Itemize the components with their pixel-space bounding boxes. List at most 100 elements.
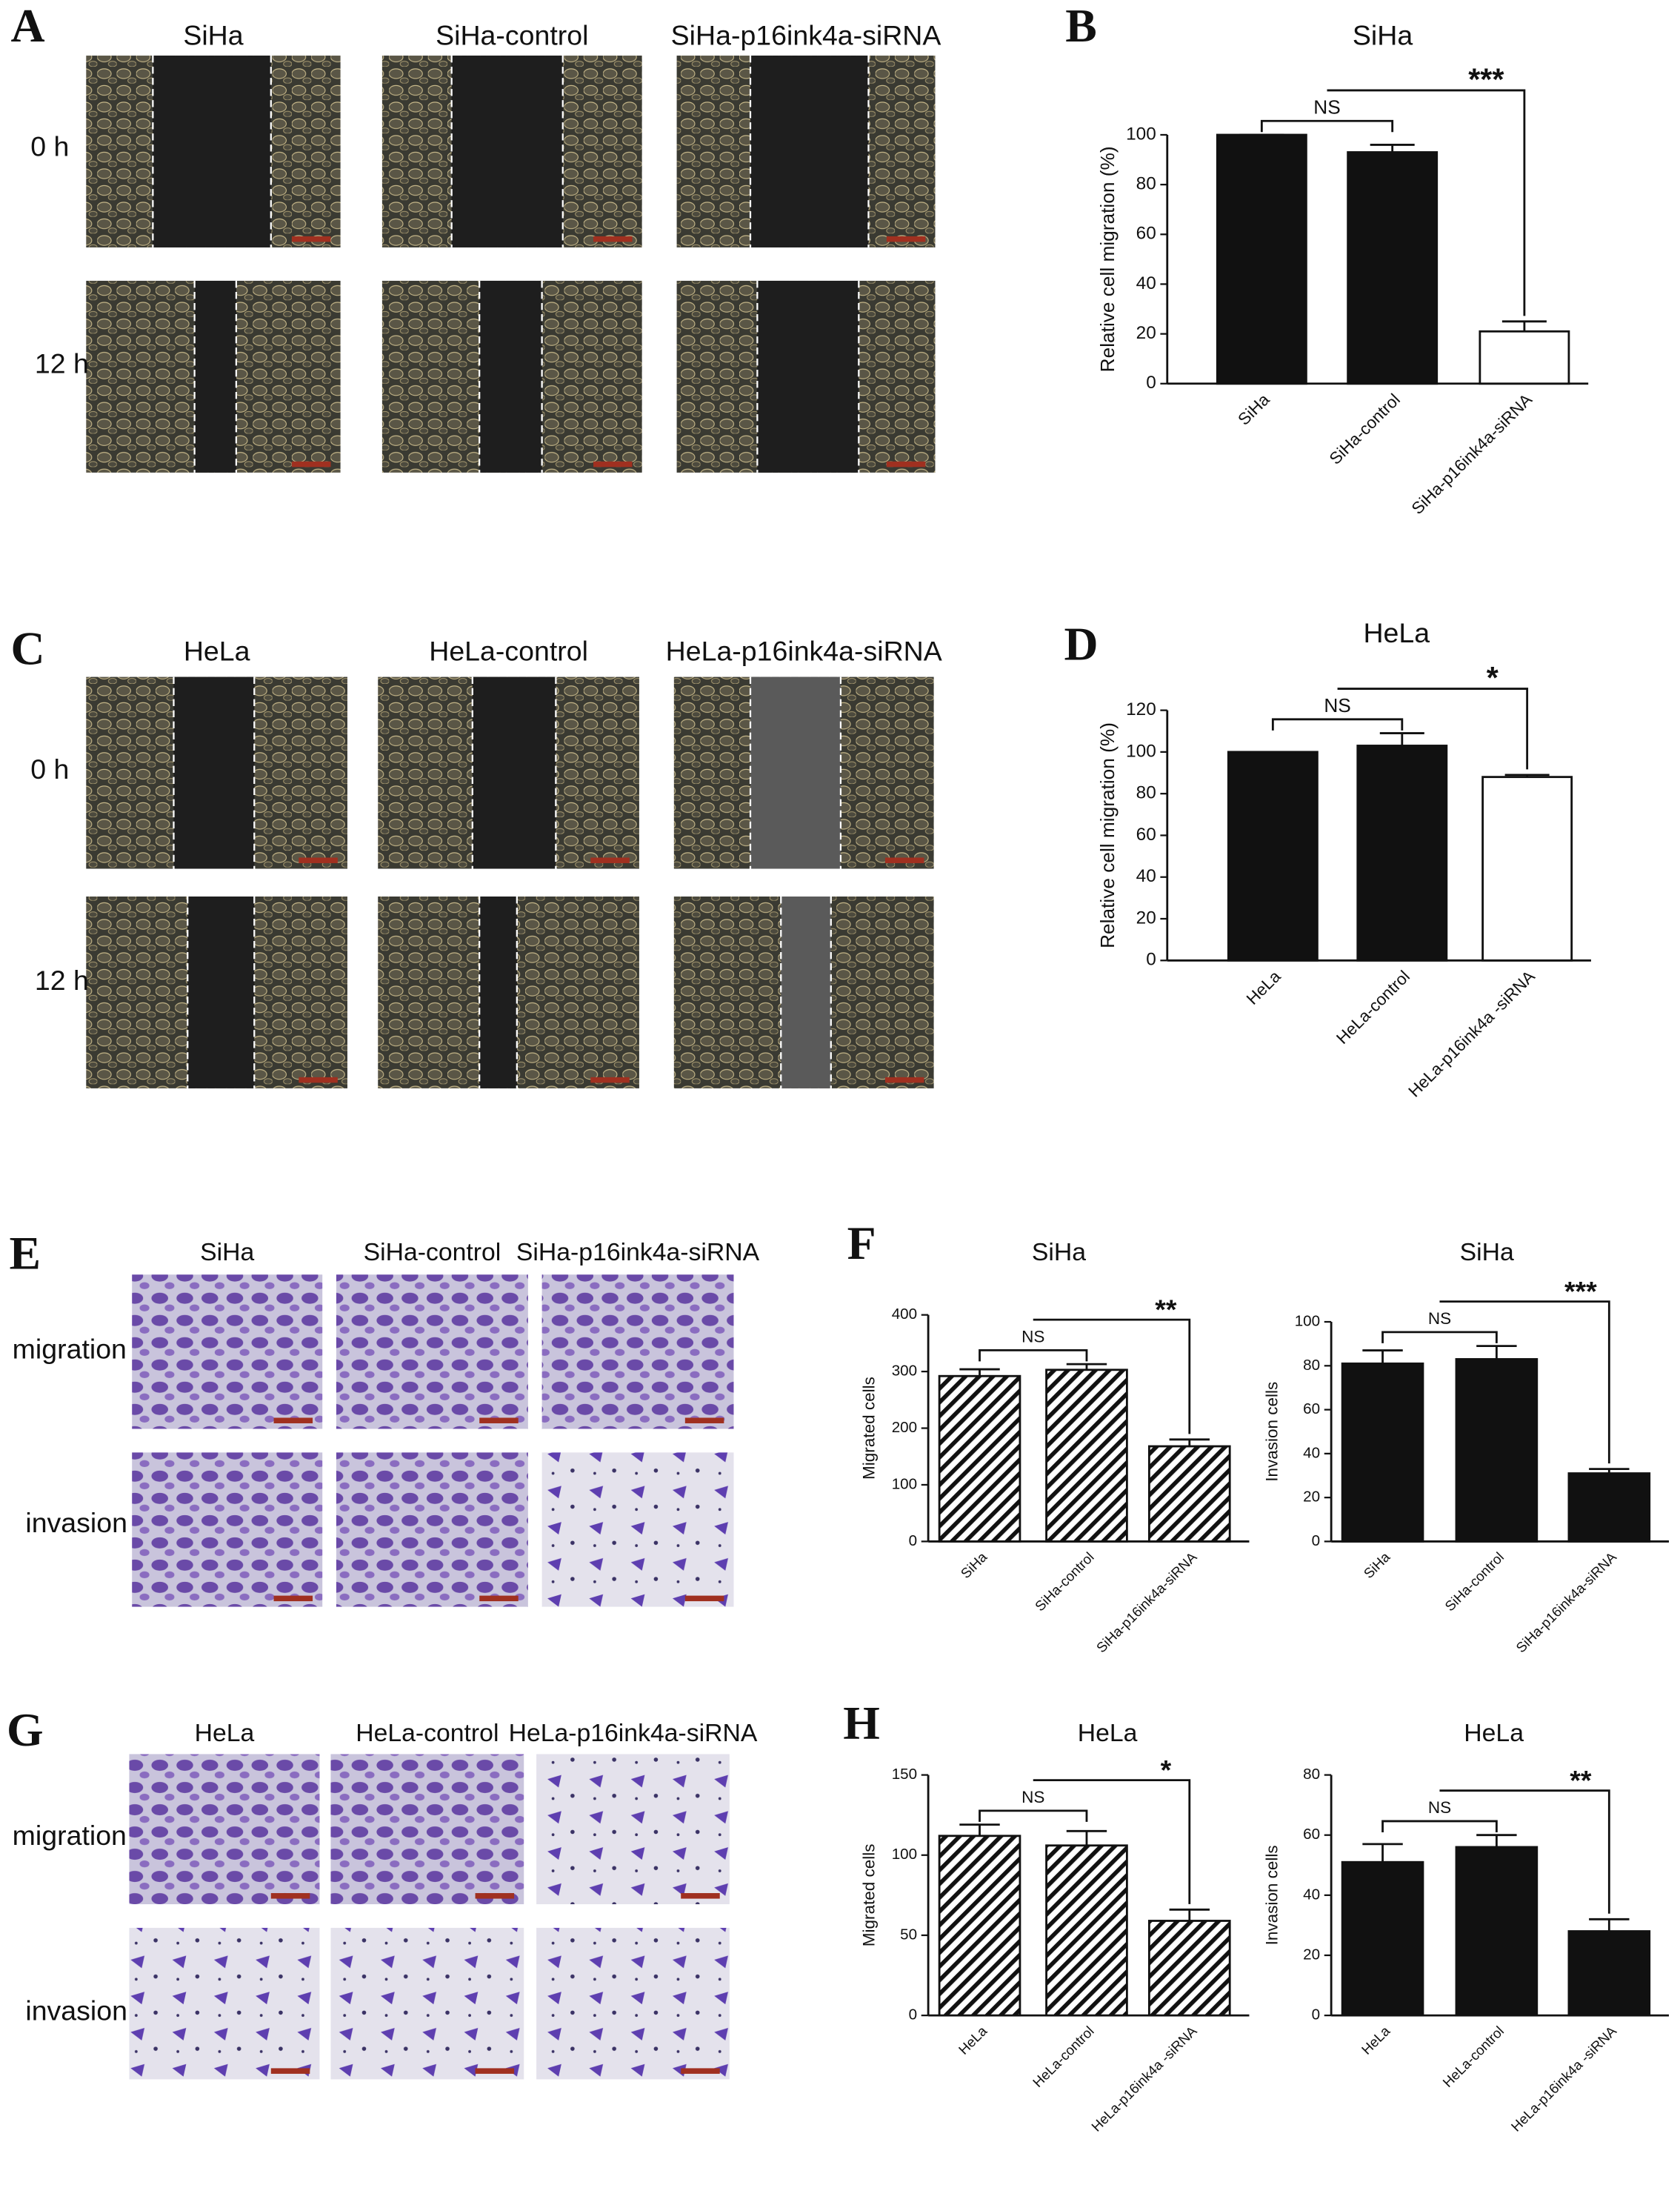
significance-label: *** — [1564, 1275, 1597, 1306]
y-tick-label: 50 — [900, 1926, 917, 1943]
bar — [1567, 1472, 1651, 1543]
micrograph — [132, 1452, 323, 1607]
scale-bar — [684, 1417, 724, 1423]
row-label: 12 h — [35, 965, 89, 996]
bracket — [1033, 1318, 1191, 1434]
wound-gap — [451, 56, 563, 247]
bar — [1216, 133, 1307, 385]
scale-bar — [886, 236, 926, 242]
bracket — [1327, 89, 1526, 316]
scale-bar — [681, 1893, 720, 1899]
y-tick-label: 80 — [1303, 1357, 1320, 1374]
y-tick-label: 100 — [1126, 741, 1156, 761]
significance-label: ** — [1155, 1294, 1177, 1325]
error-bar — [959, 1823, 1000, 1836]
bar — [1455, 1846, 1539, 2017]
scale-bar — [270, 1893, 310, 1899]
scale-bar — [299, 1077, 338, 1083]
wound-gap — [479, 280, 542, 473]
bar — [1045, 1844, 1128, 2017]
x-tick-label: HeLa-control — [1439, 2023, 1507, 2090]
y-tick-label: 0 — [909, 2006, 917, 2023]
y-tick-label: 100 — [892, 1475, 917, 1492]
column-header: SiHa-p16ink4a-siRNA — [516, 1238, 760, 1266]
y-tick-label: 0 — [909, 1532, 917, 1549]
chart-title: HeLa — [1464, 1719, 1524, 1747]
x-tick-label: SiHa-control — [1441, 1549, 1507, 1614]
bracket — [1033, 1779, 1191, 1904]
y-tick-label: 60 — [1303, 1400, 1320, 1417]
y-tick-label: 60 — [1303, 1826, 1320, 1843]
x-tick-label: SiHa-p16ink4a-siRNA — [1408, 390, 1536, 518]
bar — [938, 1374, 1021, 1543]
error-bar — [1066, 1829, 1107, 1846]
wound-gap — [472, 676, 556, 869]
column-header: HeLa-p16ink4a-siRNA — [666, 636, 942, 667]
y-axis-label: Invasion cells — [1262, 1382, 1281, 1482]
y-tick-label: 0 — [1146, 373, 1156, 393]
chart-title: HeLa — [1363, 617, 1430, 648]
error-bar — [1362, 1843, 1403, 1863]
error-bar — [1501, 320, 1547, 332]
column-header: SiHa — [183, 20, 243, 51]
error-bar — [1589, 1918, 1630, 1932]
significance-label: NS — [1324, 694, 1350, 716]
wound-gap — [781, 896, 831, 1088]
x-tick-label: SiHa-control — [1032, 1549, 1097, 1614]
scale-bar — [475, 1893, 515, 1899]
y-tick-label: 20 — [1303, 1489, 1320, 1506]
row-label: 0 h — [30, 754, 69, 785]
column-header: HeLa-control — [356, 1719, 499, 1747]
x-tick-label: HeLa-control — [1030, 2023, 1097, 2090]
x-tick-label: SiHa — [958, 1549, 990, 1581]
bar — [1147, 1920, 1231, 2017]
error-bar — [1476, 1345, 1517, 1360]
bracket — [979, 1809, 1088, 1822]
y-tick-label: 40 — [1136, 273, 1156, 293]
x-tick-label: HeLa — [1359, 2023, 1393, 2058]
error-bar — [1370, 144, 1415, 153]
panel-letter: A — [10, 0, 44, 52]
scale-bar — [886, 461, 926, 468]
y-axis-label: Migrated cells — [859, 1843, 878, 1946]
bar — [938, 1835, 1021, 2017]
bar — [1227, 751, 1319, 962]
panel-letter: E — [10, 1226, 41, 1279]
micrograph — [132, 1274, 323, 1429]
row-label: invasion — [25, 1995, 127, 2026]
x-tick-label: SiHa-control — [1326, 390, 1404, 468]
micrograph — [536, 1754, 730, 1905]
error-bar — [1169, 1908, 1210, 1921]
x-tick-label: SiHa — [1234, 390, 1273, 429]
scale-bar — [684, 1595, 724, 1602]
error-bar — [1379, 732, 1424, 746]
y-tick-label: 20 — [1136, 323, 1156, 343]
x-tick-label: HeLa-control — [1333, 967, 1413, 1048]
x-tick-label: SiHa-p16ink4a-siRNA — [1513, 1549, 1619, 1655]
scale-bar — [593, 461, 633, 468]
x-tick-label: SiHa-p16ink4a-siRNA — [1093, 1549, 1200, 1655]
y-tick-label: 100 — [1126, 124, 1156, 144]
scale-bar — [270, 2068, 310, 2074]
chart-title: SiHa — [1032, 1238, 1086, 1266]
column-header: HeLa-p16ink4a-siRNA — [509, 1719, 758, 1747]
y-axis-label: Invasion cells — [1262, 1845, 1281, 1945]
wound-gap — [479, 896, 517, 1088]
error-bar — [1476, 1834, 1517, 1847]
y-tick-label: 20 — [1136, 908, 1156, 928]
scale-bar — [884, 857, 924, 863]
error-bar — [959, 1368, 1000, 1377]
bar — [1479, 330, 1570, 385]
panel-letter: H — [843, 1696, 880, 1749]
scale-bar — [590, 857, 630, 863]
y-tick-label: 80 — [1136, 783, 1156, 803]
panel-letter: D — [1064, 618, 1098, 671]
micrograph — [330, 1927, 524, 2080]
row-label: migration — [13, 1333, 127, 1364]
bar — [1455, 1358, 1539, 1543]
micrograph — [330, 1754, 524, 1905]
row-label: migration — [13, 1820, 127, 1851]
y-tick-label: 300 — [892, 1363, 917, 1380]
